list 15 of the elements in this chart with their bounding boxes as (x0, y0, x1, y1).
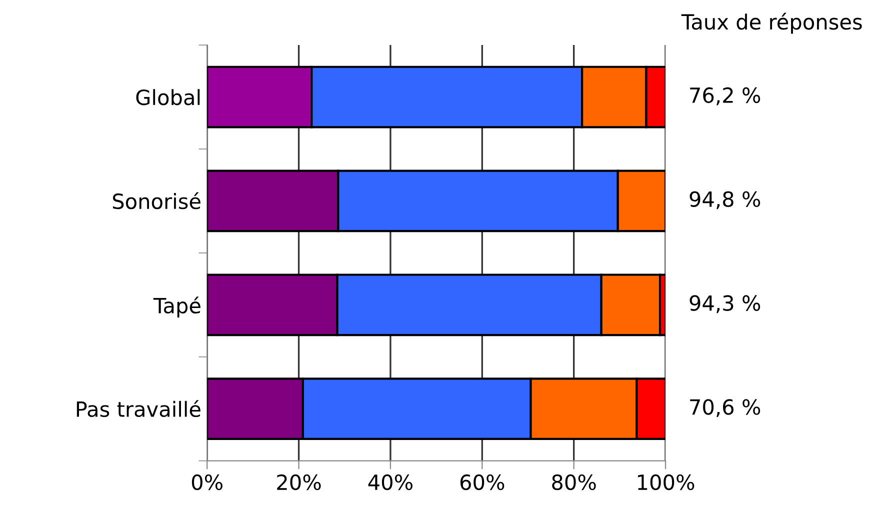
x-tick-label: 100% (638, 474, 694, 490)
y-tick-label: Global (136, 89, 200, 106)
text: 76,2 % (690, 87, 760, 106)
y-tick-label: Sonorisé (112, 192, 200, 210)
text: 94,8 % (690, 191, 760, 210)
x-tick-label: 20% (277, 474, 321, 490)
y-tick-label: Pas travaillé (76, 400, 200, 418)
text: Taux de réponses (681, 12, 862, 34)
y-tick-label: Tapé (153, 296, 200, 318)
x-tick-label: 40% (368, 474, 412, 490)
text: 70,6 % (690, 399, 760, 418)
text: 94,3 % (690, 295, 760, 314)
x-tick-label: 0% (192, 474, 222, 490)
x-tick-label: 60% (460, 474, 504, 490)
x-tick-label: 80% (552, 474, 596, 490)
